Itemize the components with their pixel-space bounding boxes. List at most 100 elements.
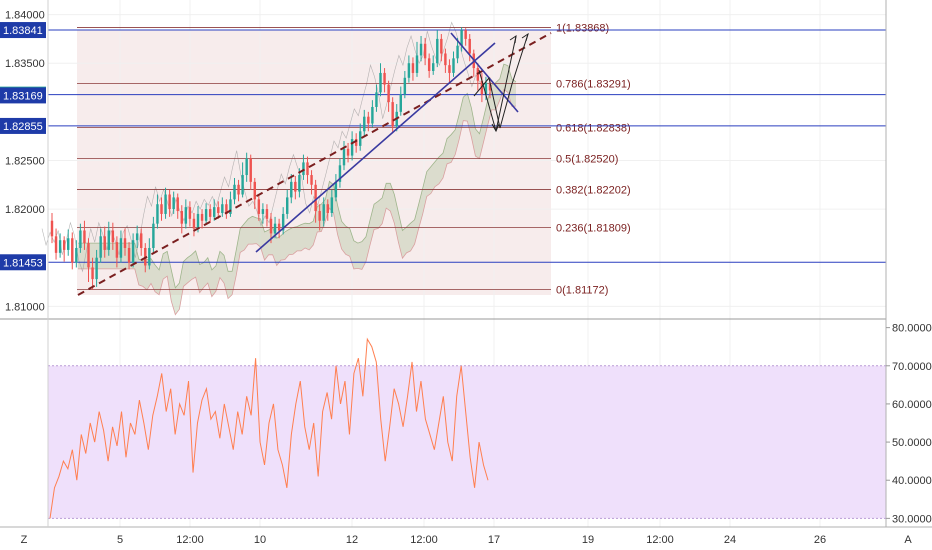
candle-body[interactable] [103, 236, 106, 250]
candle-body[interactable] [237, 184, 240, 195]
candle-body[interactable] [440, 38, 443, 54]
candle-body[interactable] [213, 207, 216, 217]
candle-body[interactable] [87, 243, 90, 268]
candle-body[interactable] [135, 233, 139, 241]
oscillator-line[interactable] [49, 337, 489, 519]
candle-body[interactable] [221, 204, 224, 213]
candle-body[interactable] [432, 63, 435, 71]
candle-body[interactable] [488, 82, 492, 91]
candle-body[interactable] [411, 63, 415, 73]
candle-body[interactable] [233, 184, 236, 200]
candle-body[interactable] [318, 211, 321, 221]
candle-body[interactable] [464, 30, 467, 39]
candle-body[interactable] [452, 58, 455, 73]
candle-body[interactable] [123, 238, 127, 248]
candle-body[interactable] [281, 213, 285, 231]
candle-body[interactable] [50, 220, 54, 237]
candle-body[interactable] [58, 240, 62, 253]
candle-body[interactable] [346, 148, 350, 156]
candle-body[interactable] [127, 247, 131, 263]
candle-body[interactable] [257, 199, 261, 214]
candle-body[interactable] [265, 209, 269, 219]
candle-body[interactable] [448, 65, 451, 73]
candle-body[interactable] [322, 204, 325, 221]
candle-body[interactable] [427, 58, 431, 71]
price-badge[interactable]: 1.82855 [0, 117, 46, 134]
candle-body[interactable] [436, 38, 439, 64]
candle-body[interactable] [480, 80, 484, 95]
candle-body[interactable] [208, 209, 212, 217]
candle-body[interactable] [111, 230, 115, 243]
candle-body[interactable] [83, 230, 86, 244]
candle-body[interactable] [204, 209, 208, 221]
candle-body[interactable] [119, 238, 123, 258]
candle-body[interactable] [241, 175, 244, 195]
candle-body[interactable] [444, 53, 447, 66]
candle-body[interactable] [310, 175, 313, 185]
candle-body[interactable] [294, 181, 297, 192]
candle-body[interactable] [188, 207, 192, 219]
candle-body[interactable] [115, 242, 119, 258]
candle-body[interactable] [164, 194, 167, 214]
candle-body[interactable] [354, 139, 358, 146]
candle-body[interactable] [217, 207, 220, 213]
candle-body[interactable] [253, 181, 256, 200]
candle-body[interactable] [314, 184, 317, 212]
candle-body[interactable] [107, 230, 110, 250]
candle-body[interactable] [261, 209, 265, 214]
candle-body[interactable] [91, 267, 94, 280]
candle-body[interactable] [387, 84, 390, 103]
candle-body[interactable] [342, 148, 346, 166]
candle-body[interactable] [99, 236, 102, 258]
candle-body[interactable] [249, 158, 252, 182]
candle-body[interactable] [180, 211, 183, 224]
candle-body[interactable] [172, 197, 175, 210]
descending-trendline[interactable] [450, 32, 519, 113]
candle-body[interactable] [277, 223, 281, 231]
dashed-trend-line[interactable] [77, 32, 552, 296]
candle-body[interactable] [468, 38, 471, 54]
candle-body[interactable] [460, 30, 463, 46]
candle-body[interactable] [375, 92, 378, 107]
projection-path-a[interactable] [473, 33, 529, 129]
fibonacci-levels[interactable]: 1(1.83868) 0.786(1.83291) 0.618(1.82838) 0.… [77, 22, 631, 297]
candle-body[interactable] [152, 223, 155, 248]
corner-right-label[interactable]: A [904, 534, 912, 546]
corner-left-label[interactable]: Z [21, 534, 28, 546]
candle-body[interactable] [168, 194, 171, 210]
candle-body[interactable] [298, 175, 301, 192]
candle-body[interactable] [67, 238, 70, 250]
candle-body[interactable] [484, 82, 488, 95]
candle-body[interactable] [79, 230, 82, 248]
candle-body[interactable] [391, 102, 394, 127]
candle-body[interactable] [407, 63, 411, 78]
candle-body[interactable] [367, 116, 370, 124]
trend-drawings[interactable] [77, 32, 552, 296]
horizontal-lines[interactable] [48, 29, 886, 263]
candle-body[interactable] [306, 162, 309, 176]
candle-body[interactable] [302, 162, 305, 176]
candle-body[interactable] [423, 43, 427, 59]
price-badge[interactable]: 1.83169 [0, 87, 46, 104]
candle-body[interactable] [62, 240, 66, 250]
oscillator-axis[interactable]: 80.0000 70.0000 60.0000 50.0000 40.0000 30.00… [886, 323, 932, 526]
candle-body[interactable] [140, 233, 143, 248]
candle-body[interactable] [350, 139, 354, 156]
candle-body[interactable] [330, 197, 334, 213]
candle-body[interactable] [419, 43, 423, 56]
candle-body[interactable] [326, 204, 329, 213]
candle-body[interactable] [245, 158, 248, 176]
candle-body[interactable] [403, 77, 407, 95]
candle-body[interactable] [269, 218, 273, 234]
candle-body[interactable] [200, 213, 204, 221]
candle-body[interactable] [273, 223, 277, 234]
candle-body[interactable] [338, 165, 342, 182]
candle-body[interactable] [363, 116, 366, 132]
candle-body[interactable] [229, 199, 232, 214]
time-axis[interactable]: 5 12:00 10 12 12:00 17 19 12:00 24 26 [117, 534, 826, 546]
candle-body[interactable] [359, 131, 362, 146]
fib-retracement-zone[interactable] [77, 30, 551, 295]
candle-body[interactable] [176, 197, 179, 212]
candle-body[interactable] [54, 236, 58, 253]
